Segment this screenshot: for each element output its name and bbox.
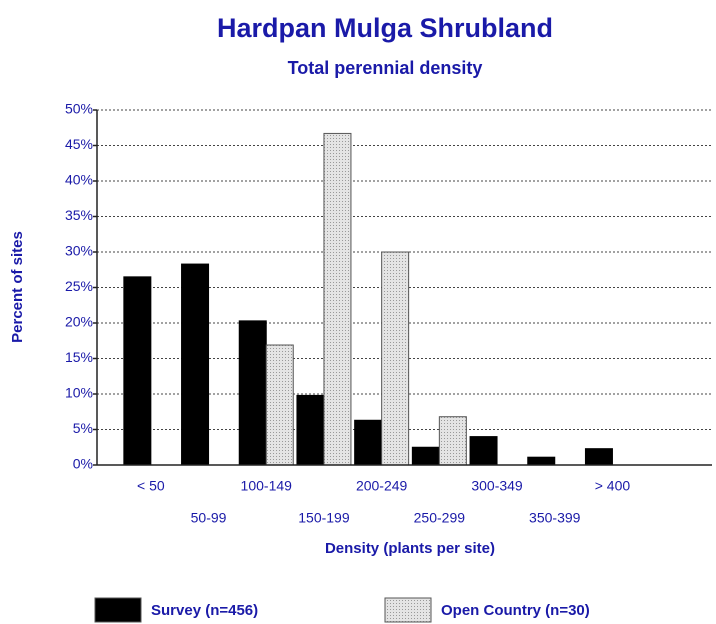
y-tick-label: 20%: [65, 314, 93, 330]
y-tick-label: 10%: [65, 385, 93, 401]
y-tick-label: 15%: [65, 349, 93, 365]
bar: [181, 263, 210, 466]
y-tick-label: 5%: [73, 420, 93, 436]
x-tick-label: 100-149: [241, 478, 293, 494]
y-tick-label: 50%: [65, 101, 93, 117]
x-tick-label: 250-299: [414, 510, 466, 526]
y-tick-label: 45%: [65, 136, 93, 152]
x-tick-label: < 50: [137, 478, 165, 494]
y-axis-title: Percent of sites: [9, 231, 26, 343]
x-tick-label: 50-99: [191, 510, 227, 526]
legend-label: Survey (n=456): [151, 602, 258, 619]
x-axis-title: Density (plants per site): [325, 540, 495, 557]
x-tick-label: 350-399: [529, 510, 581, 526]
bar: [323, 132, 352, 466]
bar: [527, 456, 556, 466]
x-tick-label: 150-199: [298, 510, 350, 526]
chart-title: Hardpan Mulga Shrubland: [217, 13, 553, 43]
bar: [123, 276, 152, 466]
chart-subtitle: Total perennial density: [288, 58, 483, 78]
legend-swatch: [384, 597, 432, 623]
legend-label: Open Country (n=30): [441, 602, 590, 619]
x-tick-label: > 400: [595, 478, 631, 494]
y-tick-label: 35%: [65, 207, 93, 223]
bar: [411, 446, 440, 466]
bar: [584, 448, 613, 466]
bar: [238, 320, 267, 466]
y-tick-label: 40%: [65, 172, 93, 188]
legend-swatch: [94, 597, 142, 623]
bar: [265, 344, 294, 466]
bar: [469, 436, 498, 466]
y-tick-label: 0%: [73, 456, 93, 472]
y-tick-label: 30%: [65, 243, 93, 259]
bar: [354, 419, 383, 466]
bar: [381, 251, 410, 466]
bar: [438, 416, 467, 466]
x-tick-label: 300-349: [471, 478, 523, 494]
bar: [296, 394, 325, 466]
y-tick-label: 25%: [65, 278, 93, 294]
x-tick-label: 200-249: [356, 478, 408, 494]
